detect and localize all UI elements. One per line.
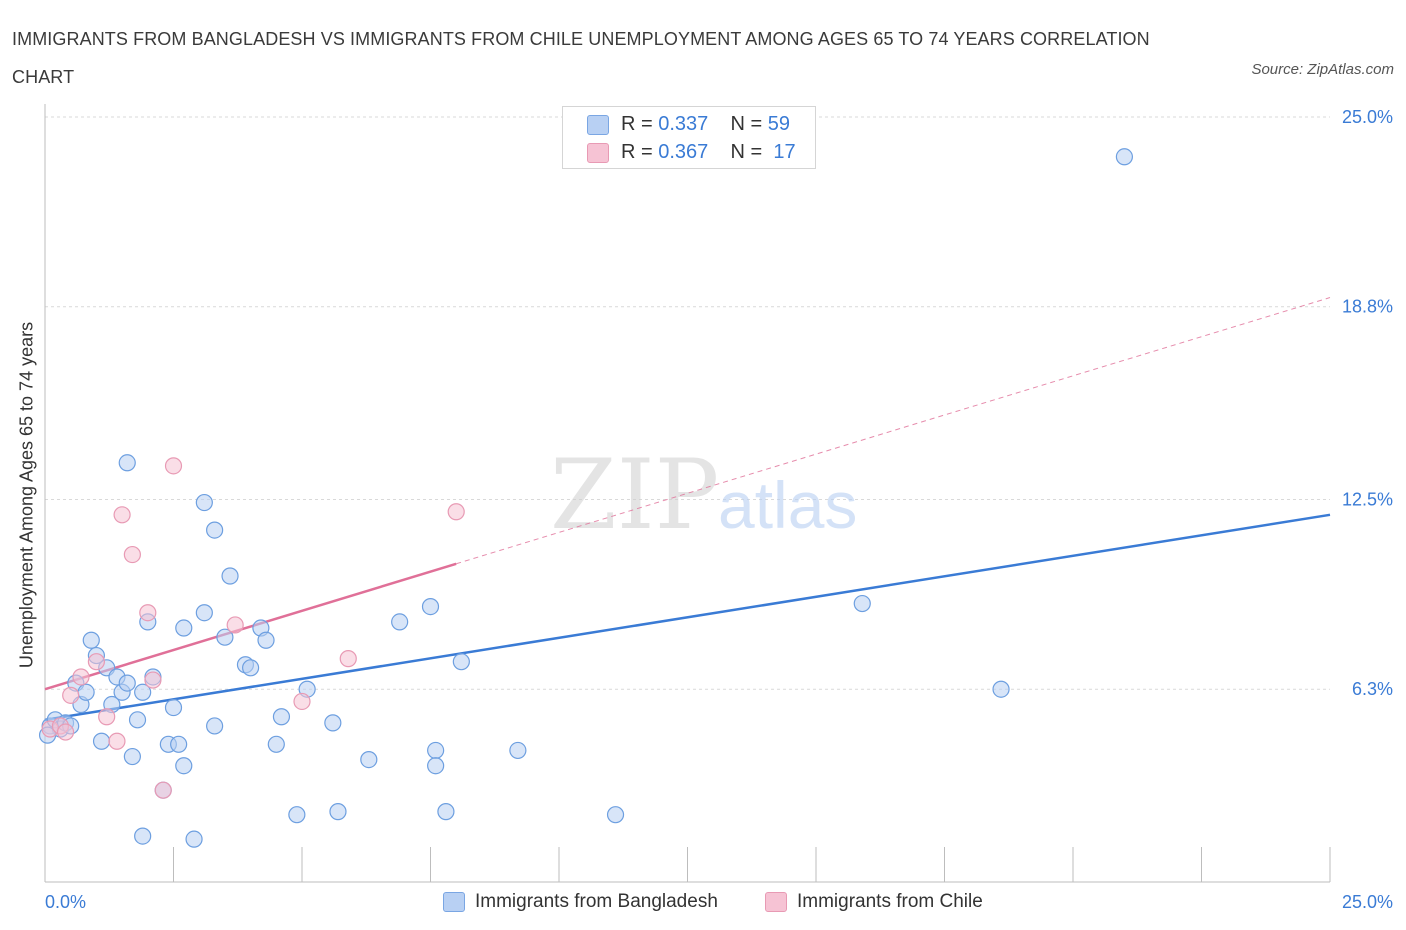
trend-line-bangladesh bbox=[44, 513, 1331, 722]
data-point-chile bbox=[56, 723, 75, 741]
data-point-bangladesh bbox=[360, 750, 378, 769]
y-tick-label: 12.5% bbox=[1342, 490, 1393, 510]
watermark-zip: ZIP bbox=[550, 439, 719, 551]
x-tick-label: 25.0% bbox=[1342, 892, 1393, 912]
data-point-bangladesh bbox=[206, 717, 224, 735]
data-point-bangladesh bbox=[216, 628, 234, 646]
correlation-legend: R = 0.337 N = 59 R = 0.367 N = 17 bbox=[562, 106, 816, 169]
data-point-bangladesh bbox=[421, 597, 440, 616]
trend-extension-line bbox=[456, 297, 1331, 565]
y-tick-label: 18.8% bbox=[1342, 297, 1393, 317]
data-point-bangladesh bbox=[606, 806, 625, 824]
data-point-chile bbox=[87, 653, 106, 671]
legend-swatch-pink bbox=[587, 143, 609, 163]
bottom-legend-swatch-blue bbox=[443, 892, 465, 912]
data-point-bangladesh bbox=[427, 741, 445, 760]
data-point-bangladesh bbox=[288, 806, 306, 824]
y-axis-label: Unemployment Among Ages 65 to 74 years bbox=[16, 321, 37, 669]
legend-n-value: 17 bbox=[773, 141, 796, 163]
data-point-bangladesh bbox=[257, 631, 275, 649]
data-point-chile bbox=[293, 692, 311, 711]
data-point-bangladesh bbox=[1115, 148, 1134, 166]
data-point-bangladesh bbox=[195, 493, 213, 512]
data-point-bangladesh bbox=[452, 653, 470, 671]
data-point-bangladesh bbox=[992, 680, 1010, 698]
data-point-bangladesh bbox=[853, 594, 871, 613]
y-tick-label: 6.3% bbox=[1352, 679, 1393, 699]
data-point-bangladesh bbox=[329, 803, 347, 821]
data-point-bangladesh bbox=[427, 757, 445, 775]
legend-r-value: 0.367 bbox=[658, 141, 709, 163]
legend-r-label: R = bbox=[621, 141, 653, 163]
bottom-legend-label: Immigrants from Chile bbox=[797, 891, 983, 912]
y-tick-label: 25.0% bbox=[1342, 107, 1393, 127]
data-point-bangladesh bbox=[242, 659, 260, 677]
x-tick-label: 0.0% bbox=[45, 892, 86, 912]
data-point-bangladesh bbox=[185, 830, 203, 848]
data-point-bangladesh bbox=[221, 567, 239, 585]
data-point-chile bbox=[226, 616, 244, 634]
watermark-atlas: atlas bbox=[718, 468, 857, 542]
data-point-bangladesh bbox=[82, 631, 100, 649]
data-point-chile bbox=[447, 503, 465, 521]
data-point-bangladesh bbox=[123, 747, 141, 766]
data-point-bangladesh bbox=[134, 683, 152, 701]
legend-r-value: 0.337 bbox=[658, 113, 709, 135]
data-point-bangladesh bbox=[128, 711, 147, 729]
data-point-bangladesh bbox=[324, 714, 342, 732]
data-point-chile bbox=[164, 457, 183, 475]
data-point-bangladesh bbox=[195, 604, 213, 622]
data-point-chile bbox=[139, 604, 157, 622]
legend-n-label: N = bbox=[730, 141, 763, 163]
data-point-bangladesh bbox=[272, 708, 291, 726]
data-point-chile bbox=[144, 671, 162, 689]
chart-title: IMMIGRANTS FROM BANGLADESH VS IMMIGRANTS… bbox=[12, 29, 1150, 87]
data-point-chile bbox=[72, 668, 90, 686]
legend-n-label: N = bbox=[730, 113, 763, 135]
legend-n-value: 59 bbox=[767, 113, 791, 135]
data-point-bangladesh bbox=[175, 619, 193, 637]
data-point-bangladesh bbox=[118, 454, 136, 472]
data-point-bangladesh bbox=[267, 735, 285, 753]
data-point-chile bbox=[62, 686, 80, 704]
data-point-bangladesh bbox=[437, 803, 455, 821]
data-point-bangladesh bbox=[175, 757, 193, 775]
bottom-legend-swatch-pink bbox=[765, 892, 787, 912]
legend-swatch-blue bbox=[587, 115, 609, 135]
data-point-chile bbox=[339, 650, 357, 668]
source-label: Source: ZipAtlas.com bbox=[1251, 61, 1394, 78]
data-point-bangladesh bbox=[391, 613, 409, 631]
bottom-legend-label: Immigrants from Bangladesh bbox=[475, 891, 718, 912]
data-point-bangladesh bbox=[509, 741, 527, 760]
data-point-bangladesh bbox=[164, 698, 183, 717]
data-point-chile bbox=[123, 545, 141, 564]
data-point-bangladesh bbox=[118, 674, 136, 692]
data-point-bangladesh bbox=[92, 732, 111, 750]
data-point-bangladesh bbox=[77, 683, 95, 701]
data-point-chile bbox=[113, 506, 131, 524]
data-point-chile bbox=[98, 708, 116, 726]
data-point-chile bbox=[154, 781, 172, 799]
data-point-bangladesh bbox=[206, 521, 224, 539]
data-point-bangladesh bbox=[134, 827, 152, 845]
legend-r-label: R = bbox=[621, 113, 653, 135]
data-point-bangladesh bbox=[170, 735, 188, 753]
data-point-chile bbox=[108, 732, 126, 750]
